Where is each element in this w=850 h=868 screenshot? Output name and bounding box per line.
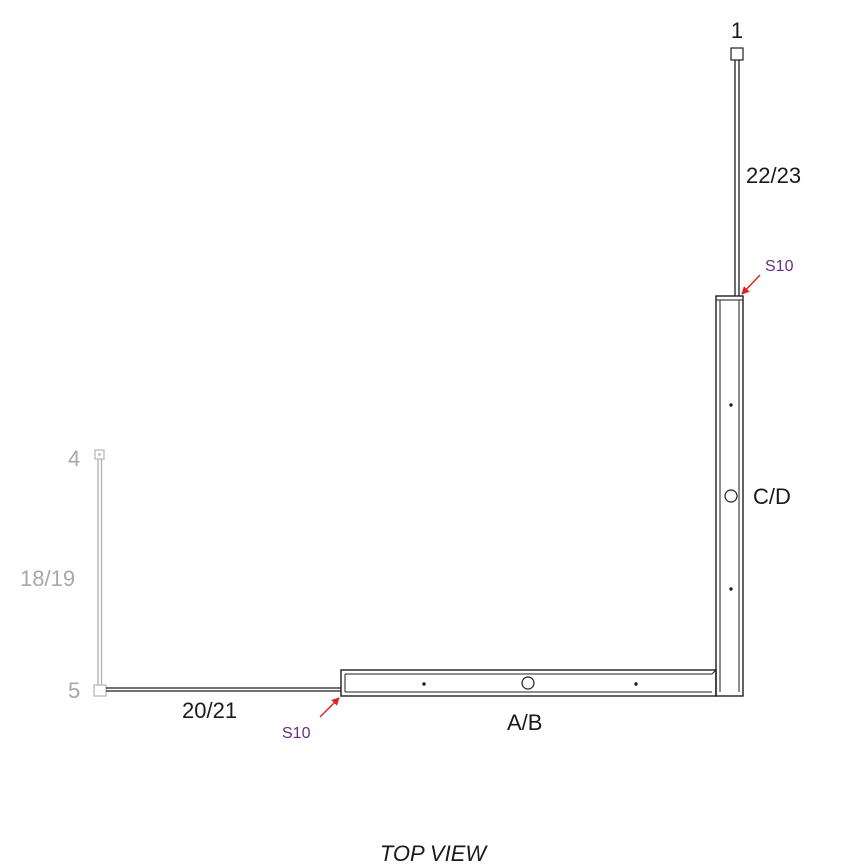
base-ab-shape xyxy=(340,669,717,697)
base-ab-drain xyxy=(521,676,535,690)
post-4-shape xyxy=(94,449,105,460)
post-1-label: 1 xyxy=(731,18,743,43)
base-ab-screw-hole-left xyxy=(422,682,426,686)
post-5-shape xyxy=(93,684,107,697)
base-ab-label: A/B xyxy=(507,710,542,735)
panel-20-21-label: 20/21 xyxy=(182,698,237,723)
panel-18-19-label: 18/19 xyxy=(20,566,75,591)
post-1-shape xyxy=(730,47,744,61)
post-5-label: 5 xyxy=(68,678,80,703)
s10-top-label: S10 xyxy=(765,258,794,275)
base-cd-shape xyxy=(715,295,744,697)
faded-assembly xyxy=(93,449,107,697)
view-title: TOP VIEW xyxy=(380,841,489,866)
panel-20-21-shape xyxy=(106,687,341,692)
base-cd-drain xyxy=(724,489,738,503)
panel-22-23-shape xyxy=(734,60,740,296)
base-cd-screw-hole-upper xyxy=(729,403,733,407)
base-ab-screw-hole-right xyxy=(634,682,638,686)
s10-bottom-arrow xyxy=(319,697,340,718)
post-4-hole xyxy=(98,453,101,456)
s10-top-arrow xyxy=(741,274,761,295)
base-cd-label: C/D xyxy=(753,484,791,509)
base-cd-screw-hole-lower xyxy=(729,587,733,591)
panel-22-23-label: 22/23 xyxy=(746,163,801,188)
s10-bottom-label: S10 xyxy=(282,725,311,742)
post-4-label: 4 xyxy=(68,446,80,471)
